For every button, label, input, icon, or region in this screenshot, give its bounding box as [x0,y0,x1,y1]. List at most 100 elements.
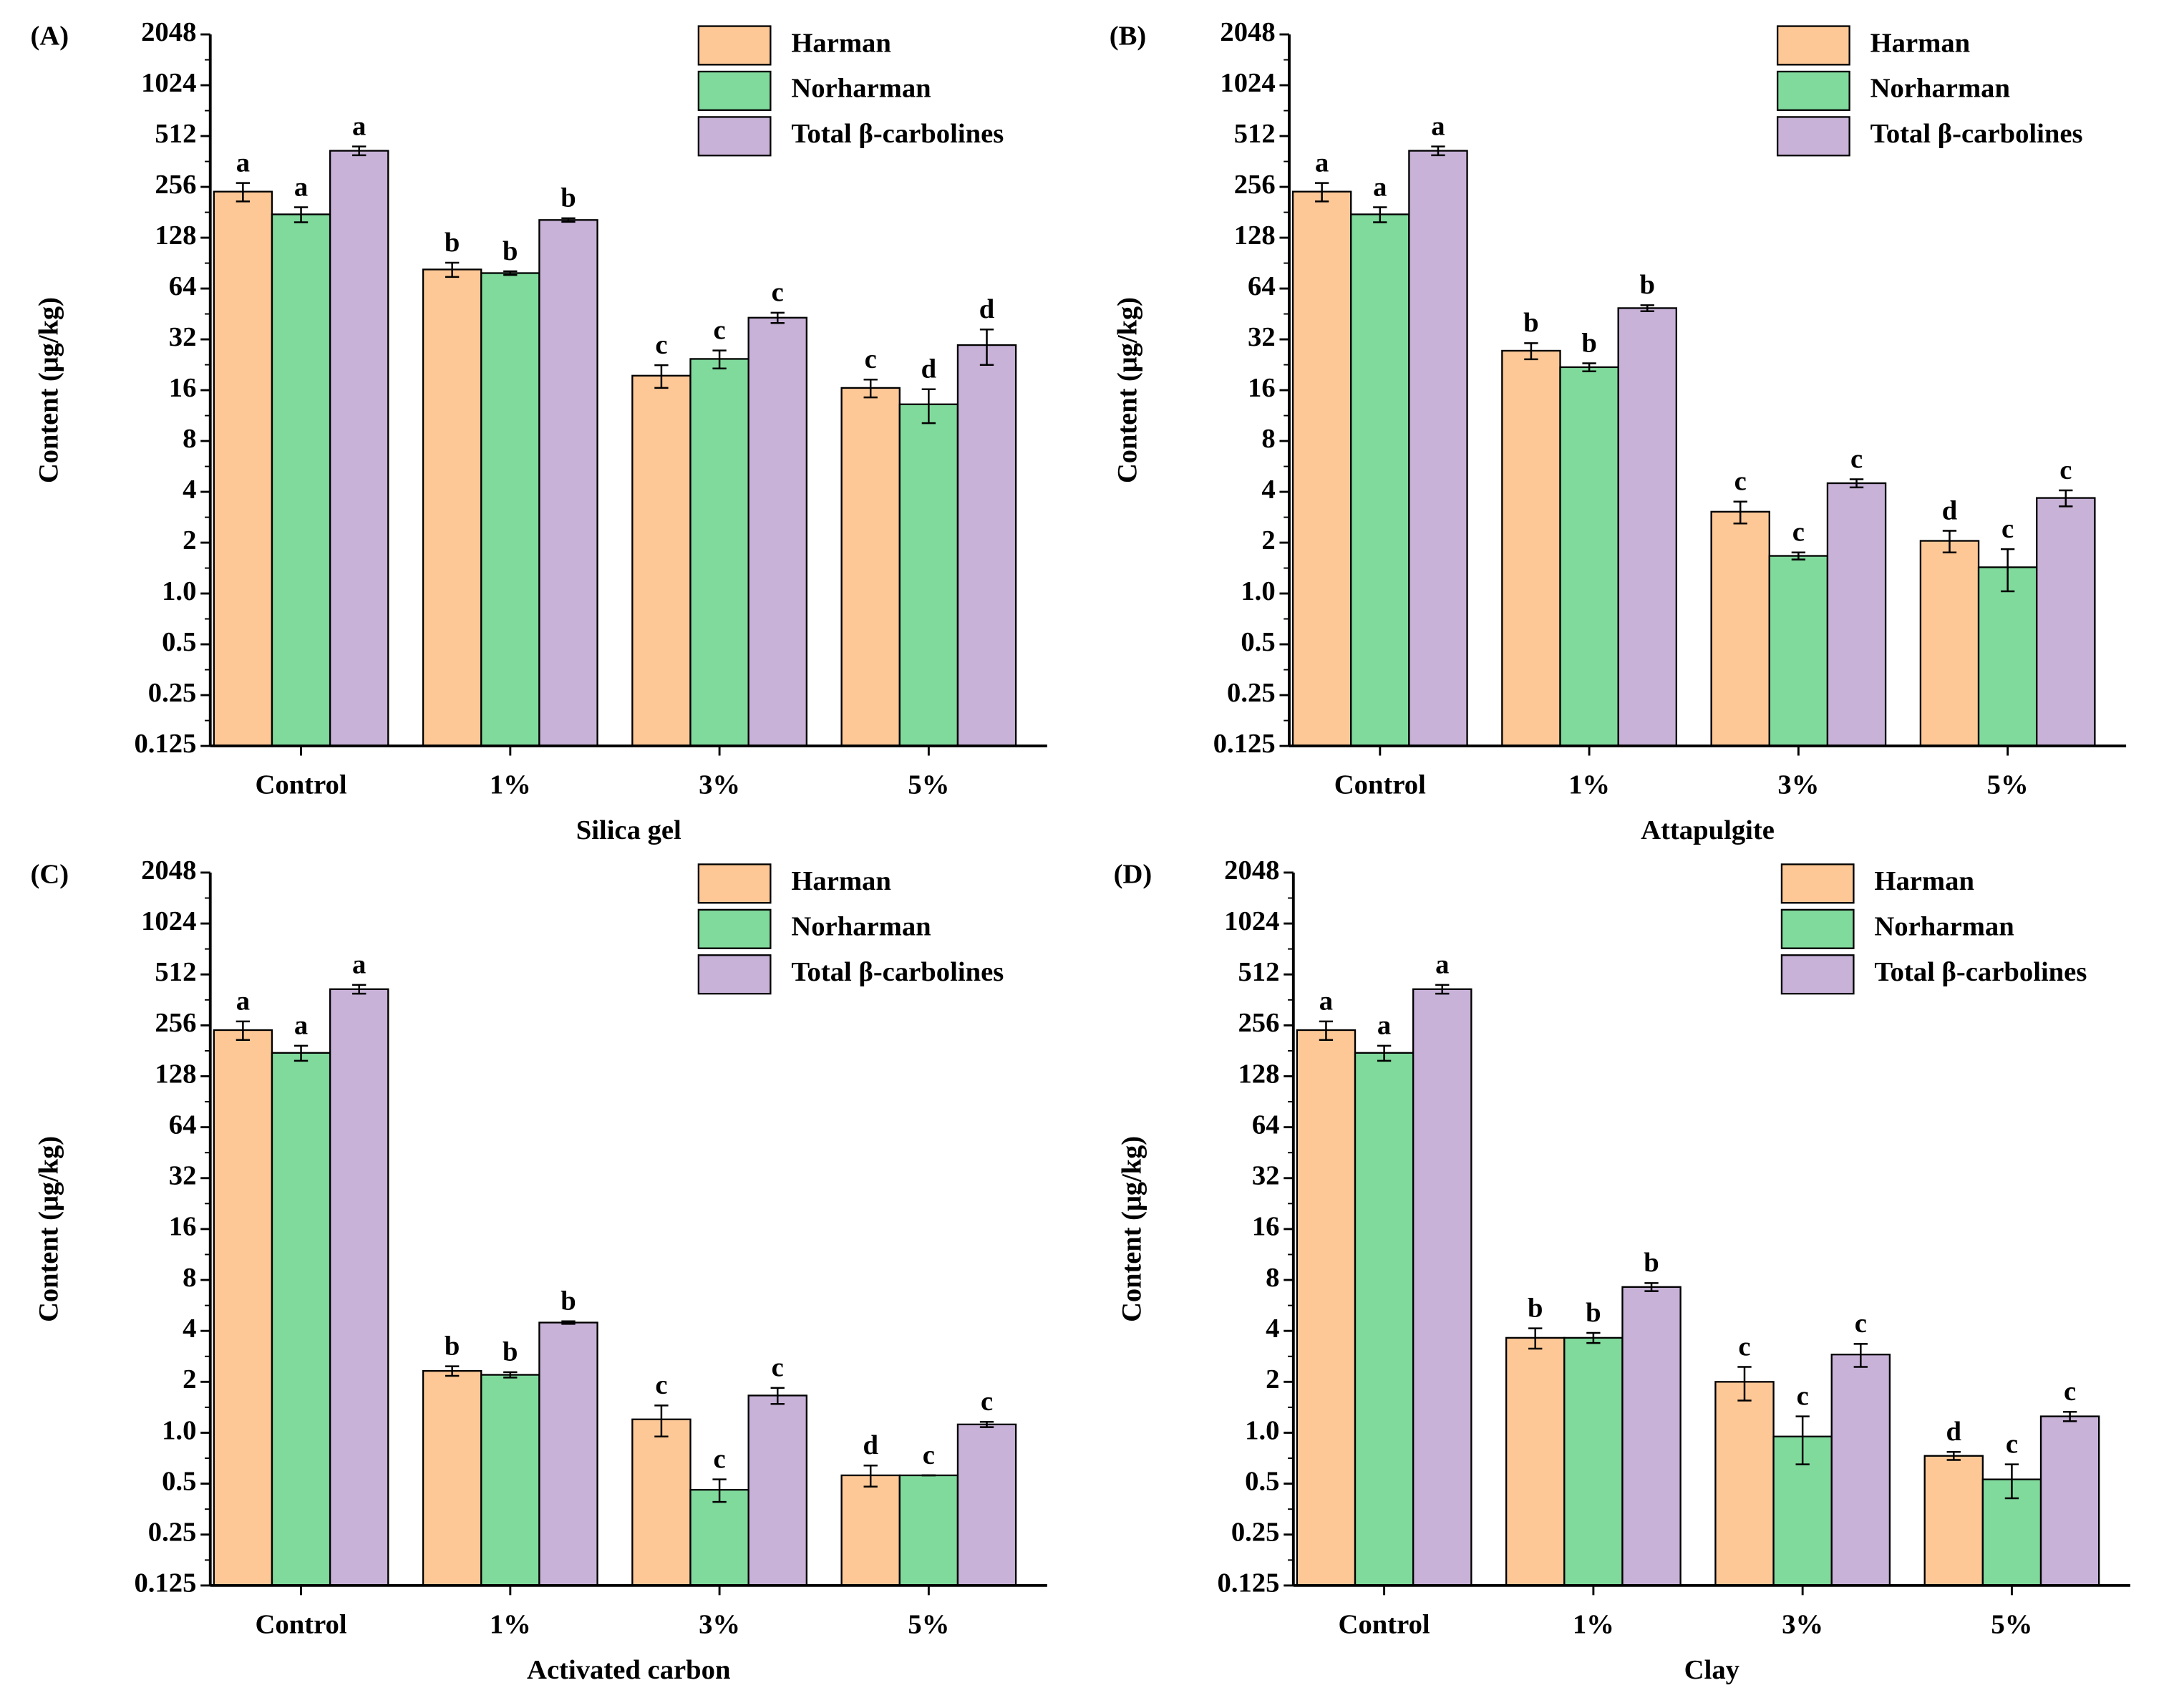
error-bar [561,1320,576,1325]
error-bar [445,261,460,278]
error-bar [1946,1451,1961,1461]
error-bar [445,1365,460,1377]
x-tick-label: Control [1339,1609,1430,1639]
y-tick-label: 0.125 [134,729,196,759]
y-tick-label: 256 [1238,1008,1279,1038]
y-axis-label: Content (μg/kg) [1113,297,1143,483]
significance-letter: b [561,1286,576,1316]
y-tick-label: 16 [169,1212,197,1242]
significance-letter: c [2001,514,2014,544]
y-tick-label: 1024 [141,68,196,98]
significance-letter: a [1315,148,1329,178]
error-bar [503,270,518,276]
bar [538,219,598,747]
panel-label: (A) [31,21,69,52]
bar [1977,566,2038,747]
error-bar [1431,145,1445,157]
legend-swatch [697,25,772,66]
error-bar [2059,489,2073,508]
error-bar [1582,362,1596,372]
y-tick-label: 32 [1248,322,1276,352]
bar [1617,307,1677,747]
x-tick-label: 5% [1987,770,2029,800]
legend-swatch [1780,863,1855,904]
error-bar [712,349,727,370]
significance-letter: a [236,148,250,178]
significance-letter: c [772,278,784,308]
significance-letter: b [1581,328,1597,358]
legend-label: Harman [1870,28,1971,58]
y-tick-label: 1.0 [1245,1415,1279,1445]
x-tick-label: 3% [1782,1609,1823,1639]
error-bar [979,329,994,366]
significance-letter: b [445,228,460,258]
y-tick-label: 0.25 [1227,678,1276,708]
y-tick-label: 1024 [141,906,196,936]
bar [1501,349,1561,747]
legend-label: Norharman [1870,74,2010,104]
legend-label: Harman [791,866,891,896]
significance-letter: d [1946,1417,1962,1447]
error-bar [1377,1044,1392,1062]
y-tick-label: 2 [1261,525,1275,555]
error-bar [1644,1282,1659,1292]
bar [1923,1455,1984,1587]
bar [840,1474,901,1587]
y-tick-label: 2 [183,1364,196,1394]
y-tick-label: 2048 [1224,855,1279,885]
significance-letter: b [1644,1248,1659,1278]
significance-letter: a [352,950,366,980]
y-tick-label: 128 [155,1059,196,1089]
x-tick-label: Control [255,770,346,800]
legend-label: Harman [791,28,891,58]
y-tick-label: 512 [1234,119,1276,149]
error-bar [1435,984,1450,995]
error-bar [352,145,367,157]
bar [1354,1052,1415,1587]
legend-swatch [1776,116,1850,157]
error-bar [1942,530,1957,553]
error-bar [1319,1020,1334,1041]
bar [956,1423,1017,1587]
bar [213,1029,273,1587]
y-tick-label: 256 [1234,170,1276,200]
significance-letter: a [294,172,308,202]
bar [1291,190,1352,747]
y-axis-label: Content (μg/kg) [34,1136,64,1322]
significance-letter: c [1797,1381,1809,1411]
error-bar [1373,206,1387,223]
significance-letter: c [1738,1331,1750,1362]
error-bar [1853,1343,1868,1368]
y-tick-label: 0.5 [1245,1467,1279,1497]
significance-letter: a [352,112,366,142]
x-tick-label: Control [255,1609,346,1639]
significance-letter: c [981,1387,993,1417]
panel-label: (B) [1110,21,1147,52]
significance-letter: b [1639,270,1655,300]
significance-letter: c [772,1353,784,1383]
y-tick-label: 64 [1252,1110,1280,1140]
significance-letter: c [1792,518,1805,548]
significance-letter: a [236,986,250,1016]
error-bar [293,1044,309,1062]
y-tick-label: 8 [1261,424,1275,454]
significance-letter: c [1855,1309,1867,1339]
bar [1412,988,1472,1587]
y-tick-label: 0.25 [148,1518,197,1548]
bar [329,988,389,1587]
significance-letter: c [2059,455,2072,485]
x-tick-label: 5% [908,770,949,800]
error-bar [1795,1415,1810,1465]
error-bar [1737,1366,1752,1402]
error-bar [770,1387,785,1405]
y-tick-label: 2048 [141,17,196,47]
y-tick-label: 1.0 [162,576,196,606]
bar [538,1321,598,1587]
y-tick-label: 2 [1266,1364,1279,1394]
error-bar [654,364,669,389]
significance-letter: c [865,344,877,374]
y-tick-label: 0.25 [148,678,197,708]
bar [1830,1354,1891,1587]
y-tick-label: 0.125 [134,1568,196,1598]
